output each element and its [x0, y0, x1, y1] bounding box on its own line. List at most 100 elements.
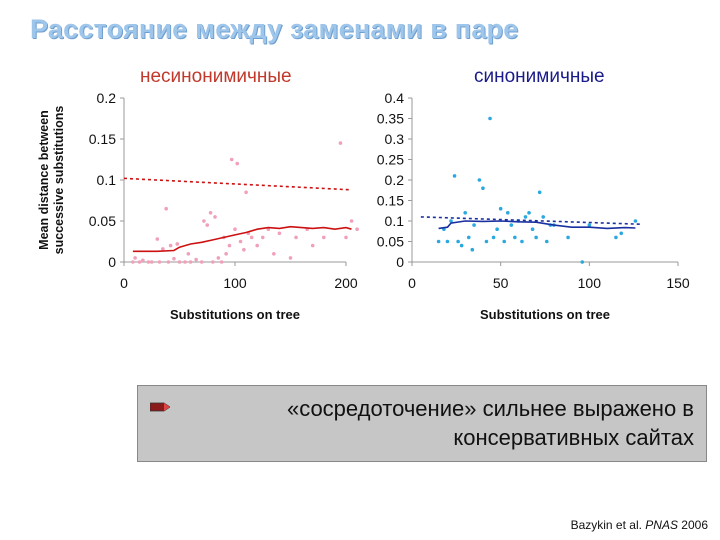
- left-data-point: [238, 239, 243, 244]
- citation: Bazykin et al. PNAS 2006: [571, 518, 708, 532]
- right-data-point: [633, 219, 638, 223]
- left-data-point: [211, 260, 215, 264]
- right-data-point: [495, 227, 499, 231]
- right-data-point: [523, 215, 528, 219]
- right-data-point: [498, 206, 503, 211]
- left-y-tick-label: 0.2: [97, 90, 117, 106]
- right-trend-line: [420, 216, 643, 226]
- left-data-point: [146, 260, 151, 264]
- left-data-point: [183, 260, 187, 264]
- right-y-tick-label: 0.25: [377, 152, 404, 168]
- left-data-point: [244, 190, 248, 195]
- left-data-point: [164, 206, 168, 211]
- left-data-point: [168, 243, 173, 248]
- left-data-point: [137, 260, 142, 264]
- right-data-point: [534, 235, 538, 240]
- right-data-point: [481, 186, 485, 190]
- left-data-point: [338, 141, 343, 145]
- right-y-tick-label: 0.4: [385, 90, 405, 106]
- left-smooth-line: [132, 225, 352, 253]
- left-data-point: [149, 260, 154, 264]
- right-y-tick-label: 0: [396, 254, 404, 270]
- right-y-tick-label: 0.15: [377, 193, 404, 209]
- left-data-point: [131, 260, 135, 264]
- left-y-tick-label: 0.1: [97, 172, 117, 188]
- left-data-point: [227, 243, 232, 248]
- left-data-point: [344, 235, 348, 240]
- left-x-tick-label: 0: [120, 275, 128, 291]
- right-data-point: [459, 243, 464, 248]
- left-data-point: [188, 260, 193, 264]
- right-x-tick-label: 0: [408, 275, 416, 291]
- left-data-point: [322, 235, 326, 240]
- right-data-point: [541, 215, 546, 219]
- right-data-point: [513, 235, 517, 240]
- left-data-point: [310, 243, 315, 248]
- left-data-point: [194, 257, 198, 262]
- left-data-point: [242, 247, 246, 252]
- right-x-tick-label: 100: [578, 275, 602, 291]
- right-y-tick-label: 0.05: [377, 234, 404, 250]
- left-data-point: [229, 157, 234, 162]
- left-data-point: [294, 235, 298, 240]
- right-data-point: [505, 211, 510, 215]
- right-data-point: [463, 211, 468, 215]
- citation-author: Bazykin et al.: [570, 518, 646, 532]
- left-data-point: [277, 231, 282, 236]
- left-data-point: [133, 256, 137, 260]
- right-data-point: [587, 223, 592, 227]
- left-data-point: [224, 252, 228, 256]
- right-data-point: [530, 227, 535, 231]
- left-data-point: [161, 247, 165, 251]
- left-chart: 0 0.05 0.1 0.15 0.2 0 100 200 Substitutions on t…: [89, 90, 359, 322]
- right-y-tick-label: 0.35: [377, 111, 404, 127]
- right-data-point: [566, 235, 570, 240]
- left-data-point: [235, 161, 240, 166]
- right-data-point: [445, 239, 450, 244]
- right-x-axis-label: Substitutions on tree: [480, 307, 610, 322]
- left-panel-title: несинонимичные: [140, 66, 292, 87]
- right-panel-title: синонимичные: [474, 66, 605, 87]
- left-data-point: [157, 260, 162, 264]
- right-x-tick-label: 150: [666, 275, 690, 291]
- left-data-point: [355, 227, 359, 231]
- left-x-tick-label: 100: [223, 275, 247, 291]
- left-data-point: [216, 256, 221, 260]
- left-data-point: [260, 235, 265, 240]
- left-data-point: [249, 235, 254, 240]
- right-data-point: [491, 235, 496, 240]
- right-data-point: [509, 223, 514, 227]
- left-x-tick-label: 200: [334, 275, 358, 291]
- right-data-point: [537, 190, 542, 195]
- left-data-point: [219, 260, 224, 264]
- left-data-point: [199, 260, 204, 264]
- left-trend-line: [123, 177, 352, 191]
- citation-journal: PNAS: [645, 518, 678, 532]
- left-data-point: [202, 219, 206, 223]
- callout-box: «сосредоточение» сильнее выражено в конс…: [137, 385, 707, 462]
- left-data-point: [255, 243, 259, 248]
- pencil-icon: [150, 402, 170, 412]
- right-data-point: [488, 116, 492, 121]
- left-data-point: [205, 223, 210, 227]
- right-data-point: [452, 174, 457, 178]
- right-data-point: [544, 239, 549, 244]
- right-data-point: [527, 211, 531, 215]
- right-smooth-line: [438, 220, 636, 230]
- left-data-point: [141, 258, 145, 263]
- left-data-point: [172, 256, 176, 261]
- right-data-point: [484, 239, 489, 244]
- right-y-tick-label: 0.2: [385, 172, 405, 188]
- left-y-tick-label: 0: [108, 254, 116, 270]
- right-data-point: [472, 223, 476, 227]
- left-data-point: [175, 242, 180, 246]
- citation-year: 2006: [677, 518, 708, 532]
- right-data-point: [520, 239, 524, 244]
- left-data-point: [233, 227, 237, 231]
- right-x-tick-label: 50: [493, 275, 509, 291]
- right-data-point: [436, 239, 441, 244]
- left-y-tick-label: 0.05: [89, 213, 116, 229]
- right-data-point: [619, 231, 624, 236]
- left-data-point: [177, 260, 182, 264]
- right-y-tick-label: 0.3: [385, 131, 405, 147]
